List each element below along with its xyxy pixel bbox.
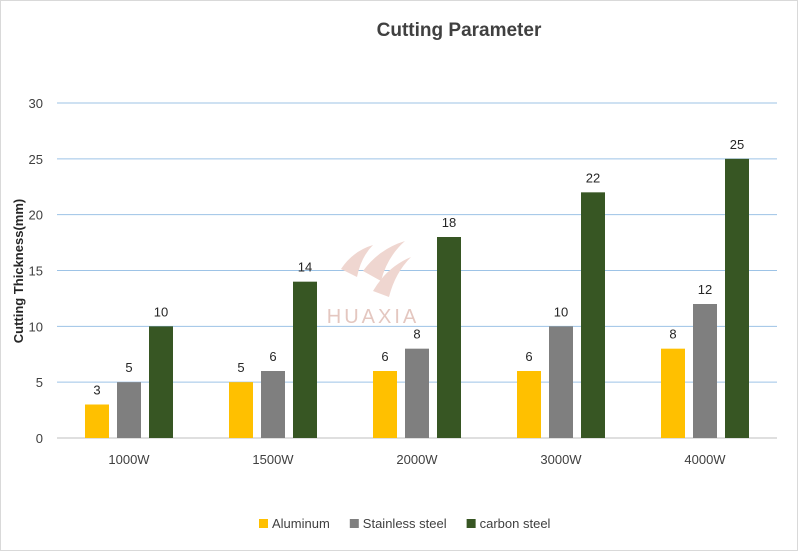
bar (261, 371, 285, 438)
bar (693, 304, 717, 438)
x-tick-label: 1000W (108, 452, 150, 467)
data-label: 8 (413, 327, 420, 342)
y-tick-label: 30 (29, 96, 43, 111)
y-tick-label: 5 (36, 375, 43, 390)
x-tick-label: 3000W (540, 452, 582, 467)
data-label: 14 (298, 260, 312, 275)
huaxia-watermark: HUAXIA (327, 241, 419, 328)
data-label: 5 (125, 360, 132, 375)
data-label: 10 (154, 304, 168, 319)
bar (437, 237, 461, 438)
data-label: 12 (698, 282, 712, 297)
data-label: 8 (669, 327, 676, 342)
y-axis-ticks: 0 5 10 15 20 25 30 (29, 96, 43, 446)
legend-entry: carbon steel (480, 516, 551, 531)
watermark-text: HUAXIA (327, 306, 419, 328)
y-tick-label: 10 (29, 319, 43, 334)
bar (661, 348, 685, 438)
legend-swatch (349, 519, 359, 528)
bar (229, 382, 253, 438)
bar (725, 158, 749, 439)
watermark-logo-icon (363, 241, 405, 281)
y-tick-label: 0 (36, 431, 43, 446)
data-label: 6 (269, 349, 276, 364)
data-label: 5 (237, 360, 244, 375)
bar (293, 281, 317, 438)
bar (85, 404, 109, 438)
data-label: 18 (442, 215, 456, 230)
bar (117, 382, 141, 438)
data-label: 6 (525, 349, 532, 364)
legend-swatch (466, 519, 476, 528)
x-axis-ticks: 1000W 1500W 2000W 3000W 4000W (108, 452, 726, 467)
data-label: 6 (381, 349, 388, 364)
bar (149, 326, 173, 438)
watermark-logo-icon (373, 257, 411, 297)
bar (373, 371, 397, 438)
data-label: 25 (730, 137, 744, 152)
x-tick-label: 4000W (684, 452, 726, 467)
legend: Aluminum Stainless steel carbon steel (259, 516, 551, 531)
legend-swatch (259, 519, 268, 528)
bars: 3 5 10 5 6 14 6 8 18 6 10 22 8 12 25 (85, 137, 749, 439)
y-tick-label: 20 (29, 208, 43, 223)
data-label: 3 (93, 383, 100, 398)
bar (581, 192, 605, 438)
y-tick-label: 25 (29, 152, 43, 167)
data-label: 22 (586, 170, 600, 185)
gridlines (57, 102, 777, 439)
x-tick-label: 2000W (396, 452, 438, 467)
y-axis-label: Cutting Thickness(mm) (11, 199, 26, 343)
legend-entry: Stainless steel (363, 516, 447, 531)
bar (405, 348, 429, 438)
watermark-logo-icon (341, 245, 373, 277)
data-label: 10 (554, 304, 568, 319)
chart-title: Cutting Parameter (377, 20, 542, 41)
legend-entry: Aluminum (272, 516, 330, 531)
x-tick-label: 1500W (252, 452, 294, 467)
bar (549, 326, 573, 438)
bar (517, 371, 541, 438)
y-tick-label: 15 (29, 264, 43, 279)
